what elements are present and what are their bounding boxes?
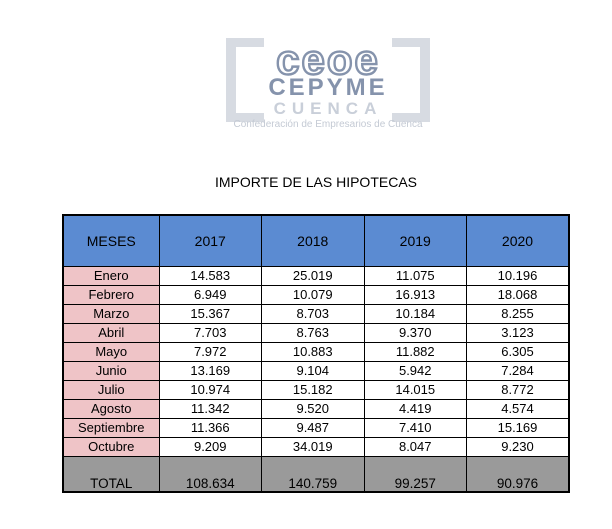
value-cell: 9.520	[261, 399, 365, 419]
table-row-septiembre: Septiembre 11.366 9.487 7.410 15.169	[62, 418, 570, 438]
table-row-octubre: Octubre 9.209 34.019 8.047 9.230	[62, 437, 570, 457]
logo-text: ceoe CEPYME CUENCA Confederación de Empr…	[226, 36, 430, 130]
month-cell: Julio	[62, 380, 160, 400]
value-cell: 8.772	[466, 380, 570, 400]
logo-left-bracket-icon	[226, 38, 264, 122]
value-cell: 34.019	[261, 437, 365, 457]
table-row-mayo: Mayo 7.972 10.883 11.882 6.305	[62, 342, 570, 362]
value-cell: 11.075	[363, 266, 467, 286]
value-cell: 3.123	[466, 323, 570, 343]
ceoe-cepyme-cuenca-logo: ceoe CEPYME CUENCA Confederación de Empr…	[226, 36, 430, 134]
value-cell: 25.019	[261, 266, 365, 286]
total-value-cell: 108.634	[158, 456, 262, 493]
value-cell: 9.370	[363, 323, 467, 343]
table-total-row: TOTAL 108.634 140.759 99.257 90.976	[62, 456, 570, 493]
month-cell: Marzo	[62, 304, 160, 324]
value-cell: 15.182	[261, 380, 365, 400]
total-value-cell: 90.976	[466, 456, 570, 493]
hipotecas-table: MESES 2017 2018 2019 2020 Enero 14.583 2…	[62, 214, 570, 493]
month-cell: Febrero	[62, 285, 160, 305]
logo-tagline: Confederación de Empresarios de Cuenca	[233, 119, 423, 130]
value-cell: 11.342	[158, 399, 262, 419]
value-cell: 9.230	[466, 437, 570, 457]
value-cell: 16.913	[363, 285, 467, 305]
month-cell: Octubre	[62, 437, 160, 457]
table-header-row: MESES 2017 2018 2019 2020	[62, 214, 570, 267]
value-cell: 10.974	[158, 380, 262, 400]
value-cell: 14.015	[363, 380, 467, 400]
total-value-cell: 140.759	[261, 456, 365, 493]
table-row-agosto: Agosto 11.342 9.520 4.419 4.574	[62, 399, 570, 419]
value-cell: 8.703	[261, 304, 365, 324]
value-cell: 4.419	[363, 399, 467, 419]
header-2019: 2019	[363, 214, 467, 267]
value-cell: 14.583	[158, 266, 262, 286]
table-row-julio: Julio 10.974 15.182 14.015 8.772	[62, 380, 570, 400]
logo-cuenca-wordmark: CUENCA	[273, 99, 383, 118]
table-row-abril: Abril 7.703 8.763 9.370 3.123	[62, 323, 570, 343]
logo-cepyme-wordmark: CEPYME	[268, 74, 388, 101]
value-cell: 6.949	[158, 285, 262, 305]
header-2018: 2018	[261, 214, 365, 267]
value-cell: 8.255	[466, 304, 570, 324]
header-2020: 2020	[466, 214, 570, 267]
table-row-febrero: Febrero 6.949 10.079 16.913 18.068	[62, 285, 570, 305]
value-cell: 7.410	[363, 418, 467, 438]
month-cell: Septiembre	[62, 418, 160, 438]
month-cell: Agosto	[62, 399, 160, 419]
value-cell: 11.882	[363, 342, 467, 362]
value-cell: 7.972	[158, 342, 262, 362]
month-cell: Enero	[62, 266, 160, 286]
value-cell: 15.169	[466, 418, 570, 438]
total-label-cell: TOTAL	[62, 456, 160, 493]
month-cell: Abril	[62, 323, 160, 343]
value-cell: 10.196	[466, 266, 570, 286]
table-row-enero: Enero 14.583 25.019 11.075 10.196	[62, 266, 570, 286]
month-cell: Junio	[62, 361, 160, 381]
value-cell: 8.047	[363, 437, 467, 457]
value-cell: 8.763	[261, 323, 365, 343]
value-cell: 13.169	[158, 361, 262, 381]
value-cell: 10.079	[261, 285, 365, 305]
logo-ceoe-wordmark: ceoe	[275, 36, 380, 83]
table-row-marzo: Marzo 15.367 8.703 10.184 8.255	[62, 304, 570, 324]
header-2017: 2017	[158, 214, 262, 267]
month-cell: Mayo	[62, 342, 160, 362]
value-cell: 10.883	[261, 342, 365, 362]
value-cell: 18.068	[466, 285, 570, 305]
value-cell: 9.487	[261, 418, 365, 438]
value-cell: 7.284	[466, 361, 570, 381]
value-cell: 15.367	[158, 304, 262, 324]
value-cell: 7.703	[158, 323, 262, 343]
logo-right-bracket-icon	[392, 38, 430, 122]
value-cell: 6.305	[466, 342, 570, 362]
value-cell: 5.942	[363, 361, 467, 381]
total-value-cell: 99.257	[363, 456, 467, 493]
value-cell: 4.574	[466, 399, 570, 419]
header-meses: MESES	[62, 214, 160, 267]
value-cell: 10.184	[363, 304, 467, 324]
page-title: IMPORTE DE LAS HIPOTECAS	[214, 174, 417, 190]
table-row-junio: Junio 13.169 9.104 5.942 7.284	[62, 361, 570, 381]
value-cell: 11.366	[158, 418, 262, 438]
value-cell: 9.104	[261, 361, 365, 381]
value-cell: 9.209	[158, 437, 262, 457]
